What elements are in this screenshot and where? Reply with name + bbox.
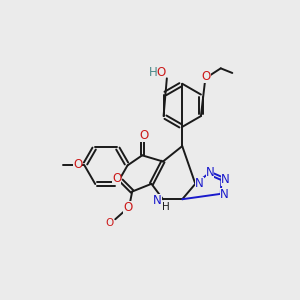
- Text: O: O: [156, 67, 165, 80]
- Text: O: O: [73, 158, 82, 171]
- Text: H: H: [162, 202, 170, 212]
- Text: O: O: [105, 218, 113, 228]
- Text: O: O: [139, 129, 148, 142]
- Text: N: N: [220, 188, 229, 201]
- Text: N: N: [206, 166, 214, 179]
- Text: N: N: [221, 173, 230, 186]
- Text: N: N: [153, 194, 162, 206]
- Text: N: N: [195, 177, 204, 190]
- Text: O: O: [112, 172, 122, 185]
- Text: H: H: [148, 66, 158, 79]
- Text: O: O: [123, 201, 132, 214]
- Text: O: O: [202, 70, 211, 83]
